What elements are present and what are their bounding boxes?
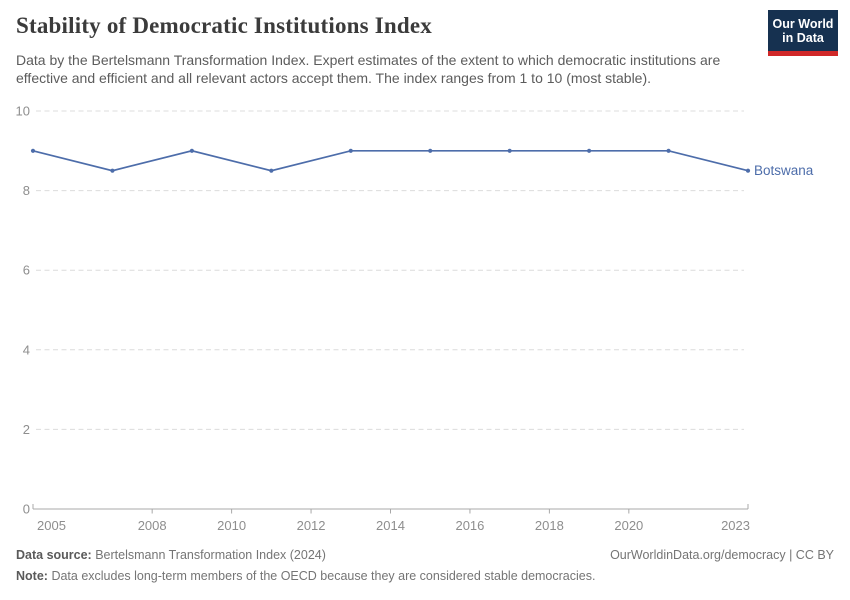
x-axis-tick-label: 2012 [297,518,326,533]
y-axis-tick-label: 8 [23,183,30,198]
x-axis-tick-label: 2016 [455,518,484,533]
data-point[interactable] [507,148,512,153]
data-point[interactable] [587,148,592,153]
x-axis-tick-label: 2005 [37,518,66,533]
chart-note: Note: Data excludes long-term members of… [16,569,834,583]
chart-footer: Data source: Bertelsmann Transformation … [16,548,834,583]
data-point[interactable] [30,148,36,153]
x-axis-tick-label: 2008 [138,518,167,533]
x-axis-tick-label: 2020 [614,518,643,533]
y-axis-tick-label: 2 [23,422,30,437]
data-source-value: Bertelsmann Transformation Index (2024) [95,548,326,562]
owid-logo-line1: Our World [772,17,834,31]
data-point[interactable] [110,168,115,173]
y-axis-tick-label: 4 [23,342,30,357]
data-point[interactable] [269,168,274,173]
data-point[interactable] [745,168,751,173]
data-source: Data source: Bertelsmann Transformation … [16,548,326,562]
data-point[interactable] [189,148,194,153]
x-axis-tick-label: 2010 [217,518,246,533]
owid-logo[interactable]: Our World in Data [768,10,838,56]
x-axis-tick-label: 2023 [721,518,750,533]
chart-title: Stability of Democratic Institutions Ind… [16,13,433,38]
x-axis-tick-label: 2018 [535,518,564,533]
chart-subtitle: Data by the Bertelsmann Transformation I… [16,52,721,86]
data-line-botswana[interactable] [32,149,749,172]
data-point[interactable] [348,148,353,153]
chart-note-value: Data excludes long-term members of the O… [51,569,596,583]
x-axis-tick-label: 2014 [376,518,405,533]
data-point[interactable] [666,148,671,153]
chart-note-label: Note: [16,569,48,583]
line-chart-canvas[interactable]: 0 2 4 6 8 10 2005 2008 2010 2012 2014 2016 2018 2020 2… [0,95,850,545]
y-axis-tick-label: 0 [23,502,30,517]
data-source-label: Data source: [16,548,92,562]
owid-logo-line2: in Data [782,31,824,45]
y-axis-tick-label: 10 [16,104,30,119]
series-end-label[interactable]: Botswana [754,163,814,178]
y-axis-tick-label: 6 [23,263,30,278]
data-point[interactable] [428,148,433,153]
attribution-link[interactable]: OurWorldinData.org/democracy | CC BY [610,548,834,562]
